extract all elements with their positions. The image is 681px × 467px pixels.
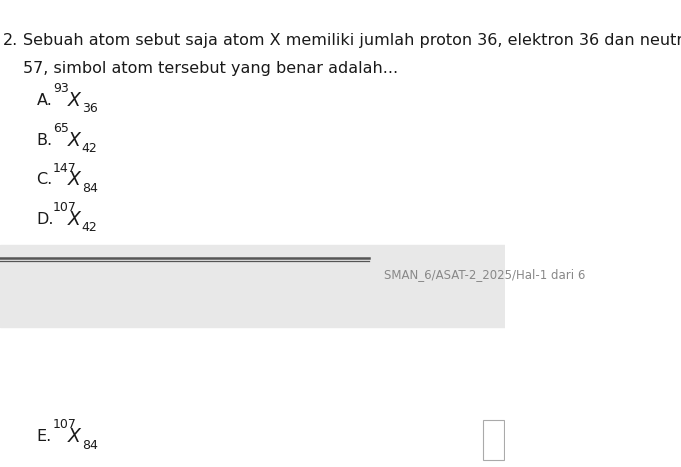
Text: X: X bbox=[68, 170, 81, 189]
Text: 42: 42 bbox=[82, 221, 97, 234]
Text: 42: 42 bbox=[82, 142, 97, 155]
Text: 107: 107 bbox=[53, 418, 77, 432]
Bar bbox=[0, 245, 505, 327]
Text: 84: 84 bbox=[82, 182, 98, 195]
Text: SMAN_6/ASAT-2_2025/Hal-1 dari 6: SMAN_6/ASAT-2_2025/Hal-1 dari 6 bbox=[384, 269, 586, 282]
Text: Sebuah atom sebut saja atom X memiliki jumlah proton 36, elektron 36 dan neutron: Sebuah atom sebut saja atom X memiliki j… bbox=[22, 33, 681, 48]
Bar bbox=[483, 420, 504, 460]
Text: 57, simbol atom tersebut yang benar adalah...: 57, simbol atom tersebut yang benar adal… bbox=[22, 61, 398, 76]
Text: 107: 107 bbox=[53, 201, 77, 214]
Text: D.: D. bbox=[36, 212, 54, 227]
Text: X: X bbox=[68, 131, 81, 149]
Text: B.: B. bbox=[36, 133, 52, 148]
Text: 147: 147 bbox=[53, 162, 77, 175]
Text: C.: C. bbox=[36, 172, 52, 187]
Text: 2.: 2. bbox=[3, 33, 18, 48]
Text: A.: A. bbox=[36, 93, 52, 108]
Text: 84: 84 bbox=[82, 439, 98, 452]
Text: 36: 36 bbox=[82, 102, 97, 115]
Text: X: X bbox=[68, 91, 81, 110]
Text: X: X bbox=[68, 427, 81, 446]
Text: 65: 65 bbox=[53, 122, 69, 135]
Text: 93: 93 bbox=[53, 82, 69, 95]
Text: X: X bbox=[68, 210, 81, 229]
Text: E.: E. bbox=[36, 429, 52, 444]
